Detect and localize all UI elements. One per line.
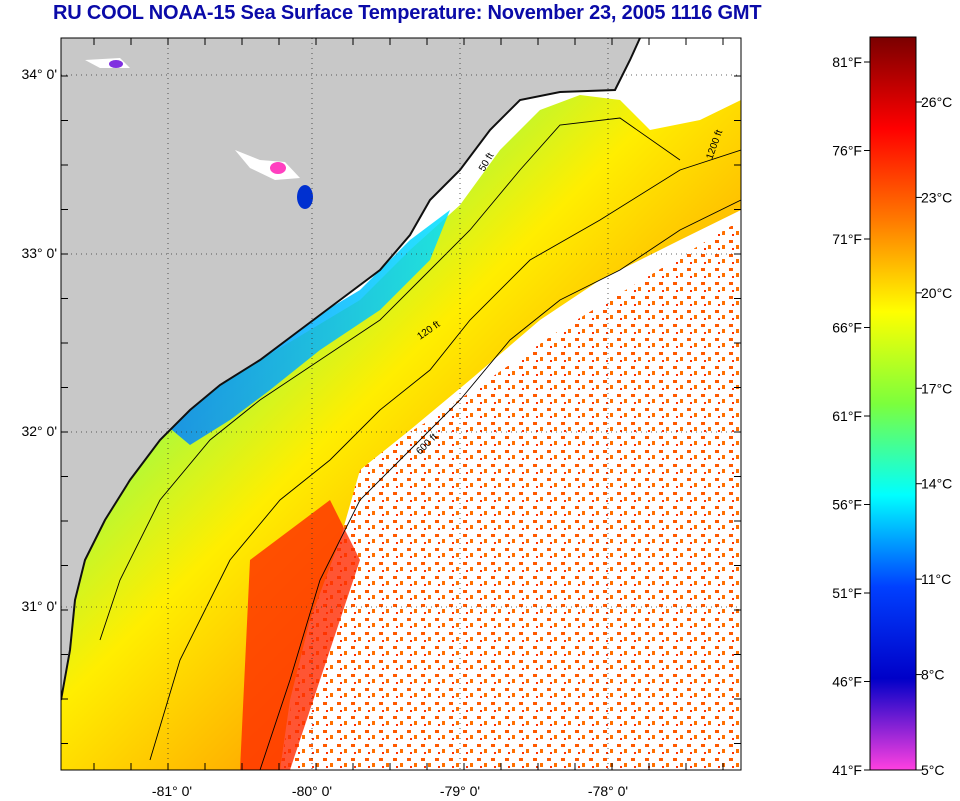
lat-label-34: 34° 0' bbox=[21, 66, 57, 82]
lon-label-80: -80° 0' bbox=[292, 783, 332, 799]
coastline bbox=[61, 38, 641, 701]
lat-label-33: 33° 0' bbox=[21, 245, 57, 261]
inland-cloud-patch bbox=[235, 150, 300, 180]
map-title: RU COOL NOAA-15 Sea Surface Temperature:… bbox=[53, 2, 762, 24]
map-frame bbox=[60, 37, 742, 771]
offshore-speckle bbox=[280, 220, 741, 770]
inland-lake-purple bbox=[109, 60, 123, 68]
lon-label-78: -78° 0' bbox=[588, 783, 628, 799]
land bbox=[61, 38, 640, 700]
lon-label-79: -79° 0' bbox=[440, 783, 480, 799]
graticule bbox=[61, 38, 741, 770]
contour-600ft bbox=[259, 199, 741, 770]
map-plot-area: 50 ft 120 ft 600 ft 1200 ft bbox=[61, 38, 741, 770]
lat-label-32: 32° 0' bbox=[21, 423, 57, 439]
contour-120ft bbox=[149, 149, 741, 761]
map-ticks bbox=[61, 38, 741, 770]
shelf-water bbox=[61, 95, 741, 770]
lon-label-81: -81° 0' bbox=[152, 783, 192, 799]
nearshore-cold-band bbox=[160, 210, 450, 445]
contour-50ft bbox=[99, 117, 681, 641]
lat-label-31: 31° 0' bbox=[21, 598, 57, 614]
inland-lake-pink bbox=[270, 162, 286, 174]
inland-lake-blue bbox=[297, 185, 313, 209]
warm-core bbox=[240, 500, 360, 770]
